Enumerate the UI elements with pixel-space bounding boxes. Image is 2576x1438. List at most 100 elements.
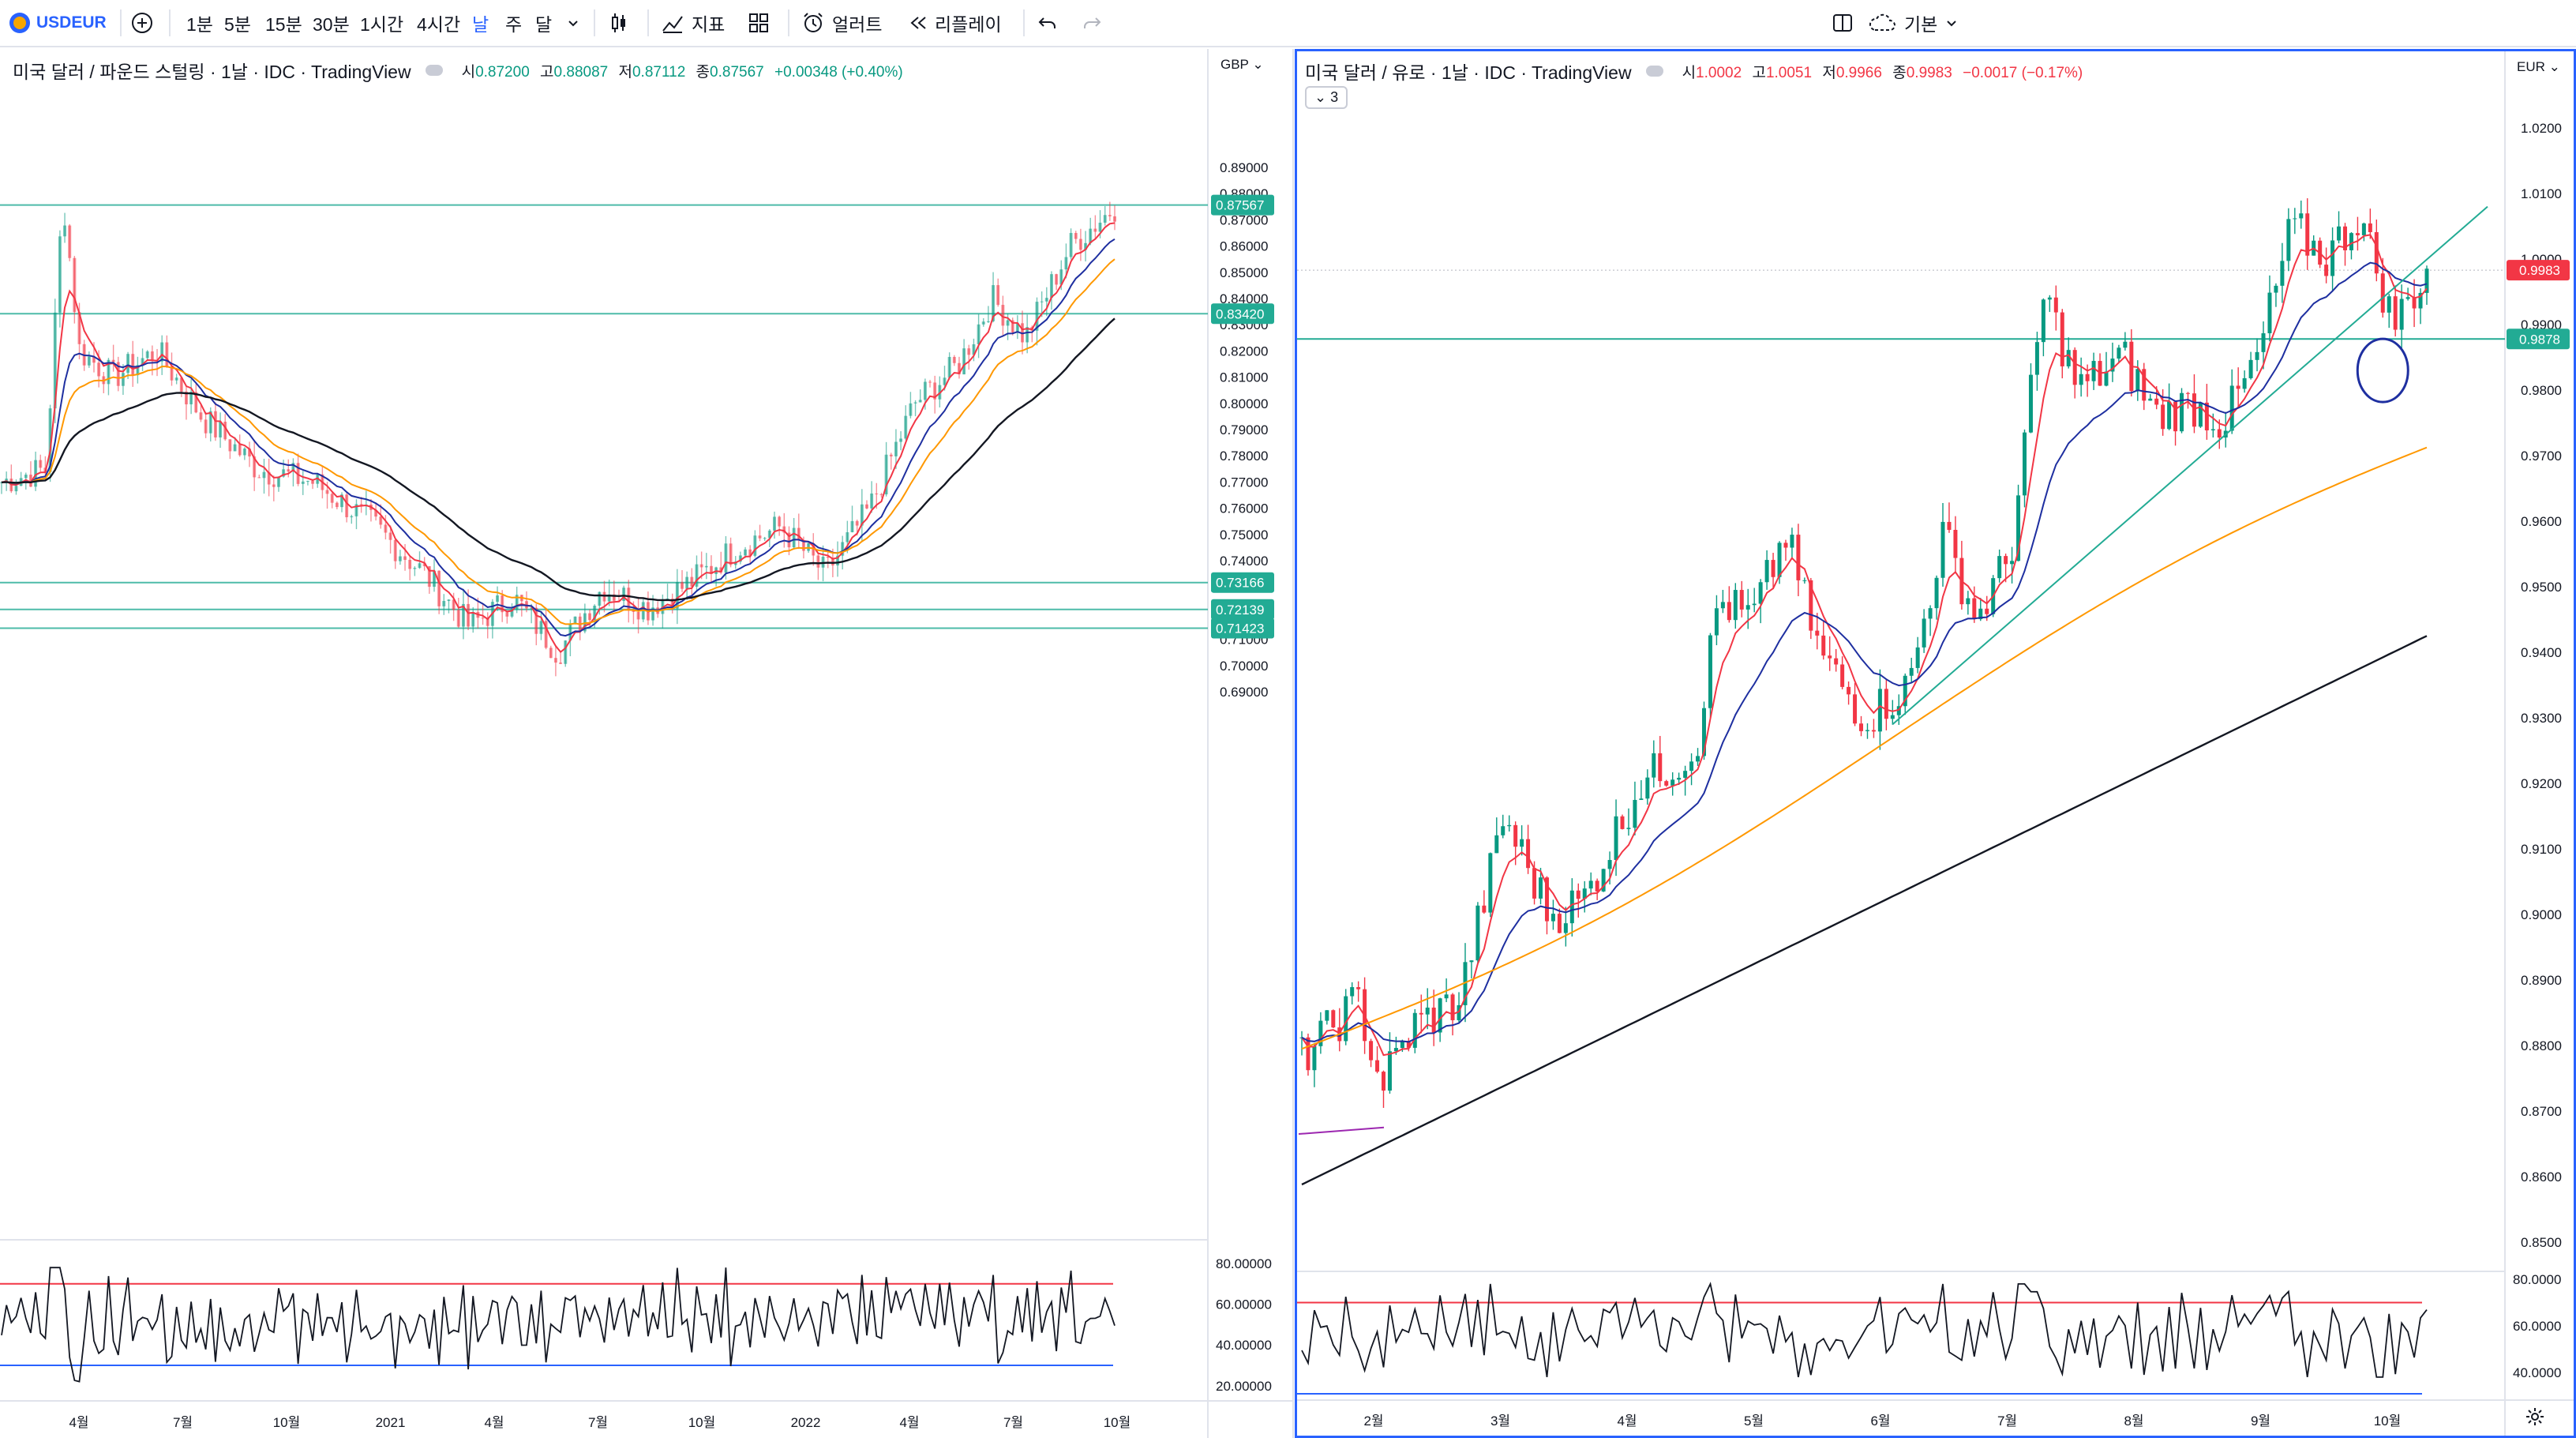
- candle-body: [53, 312, 57, 409]
- price-tick-label: 0.8900: [2521, 973, 2562, 988]
- left-currency-button[interactable]: GBP ⌄: [1221, 57, 1264, 72]
- candle-body: [549, 648, 553, 659]
- compare-add-button[interactable]: [129, 0, 155, 46]
- candle-body: [1331, 1010, 1336, 1028]
- candle-body: [496, 595, 500, 603]
- candle-body: [534, 607, 538, 634]
- price-tick-label: 0.70000: [1220, 659, 1268, 674]
- candle-body: [2324, 265, 2329, 276]
- candle-body: [681, 582, 684, 589]
- right-chart-canvas[interactable]: 1.02001.01001.00000.99000.98000.97000.96…: [1297, 51, 2574, 1436]
- candle-body: [1419, 1012, 1423, 1015]
- time-tick-label: 9월: [2251, 1414, 2270, 1429]
- level-badge-label: 0.71423: [1216, 621, 1264, 636]
- currency-label: GBP: [1221, 57, 1249, 72]
- candle-body: [189, 392, 193, 405]
- candle-body: [1064, 257, 1068, 270]
- candle-body: [63, 225, 67, 237]
- candle-body: [1727, 602, 1731, 621]
- candle-body: [709, 565, 713, 574]
- visibility-icon[interactable]: [1645, 66, 1663, 77]
- symbol-search-button[interactable]: USDEUR: [9, 0, 107, 46]
- open-value: 0.87200: [475, 63, 530, 81]
- candle-body: [1406, 1040, 1411, 1048]
- candle-body: [704, 565, 708, 568]
- save-layout-button[interactable]: 기본: [1868, 0, 1959, 46]
- collapsed-indicators-button[interactable]: ⌄ 3: [1305, 86, 1348, 109]
- undo-button[interactable]: [1036, 0, 1059, 46]
- candle-body: [588, 613, 592, 621]
- candle-body: [894, 441, 898, 456]
- left-chart-pane[interactable]: 미국 달러 / 파운드 스털링 · 1날 · IDC · TradingView…: [0, 49, 1294, 1438]
- chevron-down-icon: [568, 21, 578, 27]
- candle-body: [306, 480, 309, 482]
- interval-dropdown[interactable]: [565, 0, 581, 46]
- replay-button[interactable]: 리플레이: [906, 0, 1002, 46]
- chart-type-button[interactable]: [606, 0, 632, 46]
- interval-1m[interactable]: 1분: [186, 0, 213, 46]
- interval-4h[interactable]: 4시간: [417, 0, 460, 46]
- candle-body: [1520, 839, 1524, 847]
- candle-body: [2192, 393, 2196, 427]
- candle-body: [1821, 635, 1826, 656]
- candle-body: [452, 599, 456, 610]
- candle-body: [690, 576, 694, 587]
- candle-body: [2016, 495, 2021, 561]
- candle-body: [1847, 686, 1851, 695]
- candle-body: [393, 539, 397, 561]
- price-tick-label: 0.89000: [1220, 160, 1268, 175]
- high-value: 1.0051: [1765, 64, 1813, 81]
- ema-mid-line: [1, 238, 1116, 637]
- candle-body: [1978, 608, 1983, 620]
- interval-5m[interactable]: 5분: [224, 0, 251, 46]
- indicators-label: 지표: [692, 14, 726, 35]
- right-currency-button[interactable]: EUR ⌄: [2517, 59, 2560, 74]
- interval-week[interactable]: 주: [505, 0, 522, 46]
- time-tick-label: 5월: [1744, 1414, 1764, 1429]
- layout-toggle-button[interactable]: [1830, 0, 1855, 46]
- interval-label: 4시간: [417, 14, 461, 35]
- candle-body: [864, 504, 868, 509]
- candle-body: [952, 357, 956, 363]
- interval-day[interactable]: 날: [472, 0, 489, 46]
- left-chart-canvas[interactable]: 0.890000.880000.870000.860000.850000.840…: [0, 49, 1292, 1438]
- candle-body: [539, 621, 543, 634]
- candle-body: [233, 444, 237, 452]
- grid-icon: [749, 13, 768, 32]
- price-tick-label: 0.69000: [1220, 685, 1268, 700]
- candle-body: [111, 359, 115, 362]
- candle-body: [1720, 602, 1725, 609]
- candle-body: [553, 658, 557, 663]
- visibility-icon[interactable]: [425, 65, 443, 76]
- candle-body: [636, 611, 640, 620]
- interval-30m[interactable]: 30분: [313, 0, 350, 46]
- interval-month[interactable]: 달: [535, 0, 552, 46]
- candle-body: [685, 576, 689, 589]
- candle-body: [2418, 292, 2423, 309]
- right-chart-pane[interactable]: 미국 달러 / 유로 · 1날 · IDC · TradingView 시1.0…: [1295, 49, 2576, 1438]
- last-price-badge-label: 0.9983: [2519, 263, 2560, 278]
- candle-body: [559, 663, 563, 664]
- candle-body: [1108, 215, 1112, 216]
- layouts-button[interactable]: [747, 0, 771, 46]
- candle-body: [2229, 385, 2234, 431]
- candle-body: [408, 559, 412, 569]
- candle-body: [39, 460, 43, 468]
- rewind-icon: [910, 17, 926, 29]
- candle-body: [1677, 777, 1682, 780]
- indicators-button[interactable]: 지표: [660, 0, 725, 46]
- candle-body: [870, 493, 874, 509]
- candle-body: [2267, 292, 2272, 334]
- candle-body: [242, 449, 246, 456]
- candle-body: [957, 362, 961, 375]
- ema-long-line: [1, 317, 1116, 602]
- price-tick-label: 0.85000: [1220, 265, 1268, 280]
- candle-body: [772, 516, 776, 531]
- redo-button[interactable]: [1080, 0, 1104, 46]
- candle-body: [228, 439, 232, 452]
- candle-body: [1877, 689, 1882, 732]
- interval-15m[interactable]: 15분: [265, 0, 302, 46]
- settings-gear-button[interactable]: [2525, 1406, 2545, 1431]
- interval-1h[interactable]: 1시간: [360, 0, 403, 46]
- alert-button[interactable]: 얼러트: [801, 0, 882, 46]
